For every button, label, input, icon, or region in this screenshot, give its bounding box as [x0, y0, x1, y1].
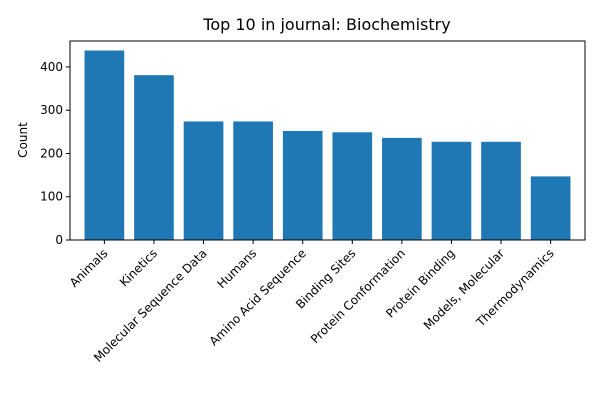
bar-binding-sites — [332, 132, 373, 240]
bar-molecular-sequence-data — [183, 121, 224, 240]
x-tick-label-protein-conformation: Protein Conformation — [308, 246, 408, 346]
y-tick-label-100: 100 — [40, 190, 63, 204]
axes-frame — [69, 40, 586, 241]
bar-thermodynamics — [530, 176, 571, 240]
y-axis-label: Count — [16, 122, 30, 158]
y-tick-label-200: 200 — [40, 146, 63, 160]
x-tick-label-animals: Animals — [67, 246, 111, 290]
x-tick-label-kinetics: Kinetics — [117, 246, 160, 289]
y-tick-label-400: 400 — [40, 60, 63, 74]
y-tick-label-0: 0 — [55, 233, 63, 247]
bar-amino-acid-sequence — [282, 130, 323, 240]
chart-title: Top 10 in journal: Biochemistry — [202, 15, 450, 34]
bar-protein-conformation — [382, 137, 422, 240]
bar-models-molecular — [481, 141, 521, 240]
bar-humans — [233, 121, 273, 240]
bar-kinetics — [134, 75, 174, 240]
x-tick-label-humans: Humans — [214, 246, 259, 291]
bar-animals — [84, 50, 125, 240]
x-tick-label-amino-acid-sequence: Amino Acid Sequence — [207, 246, 309, 348]
y-tick-label-300: 300 — [40, 103, 63, 117]
bar-protein-binding — [431, 141, 472, 240]
